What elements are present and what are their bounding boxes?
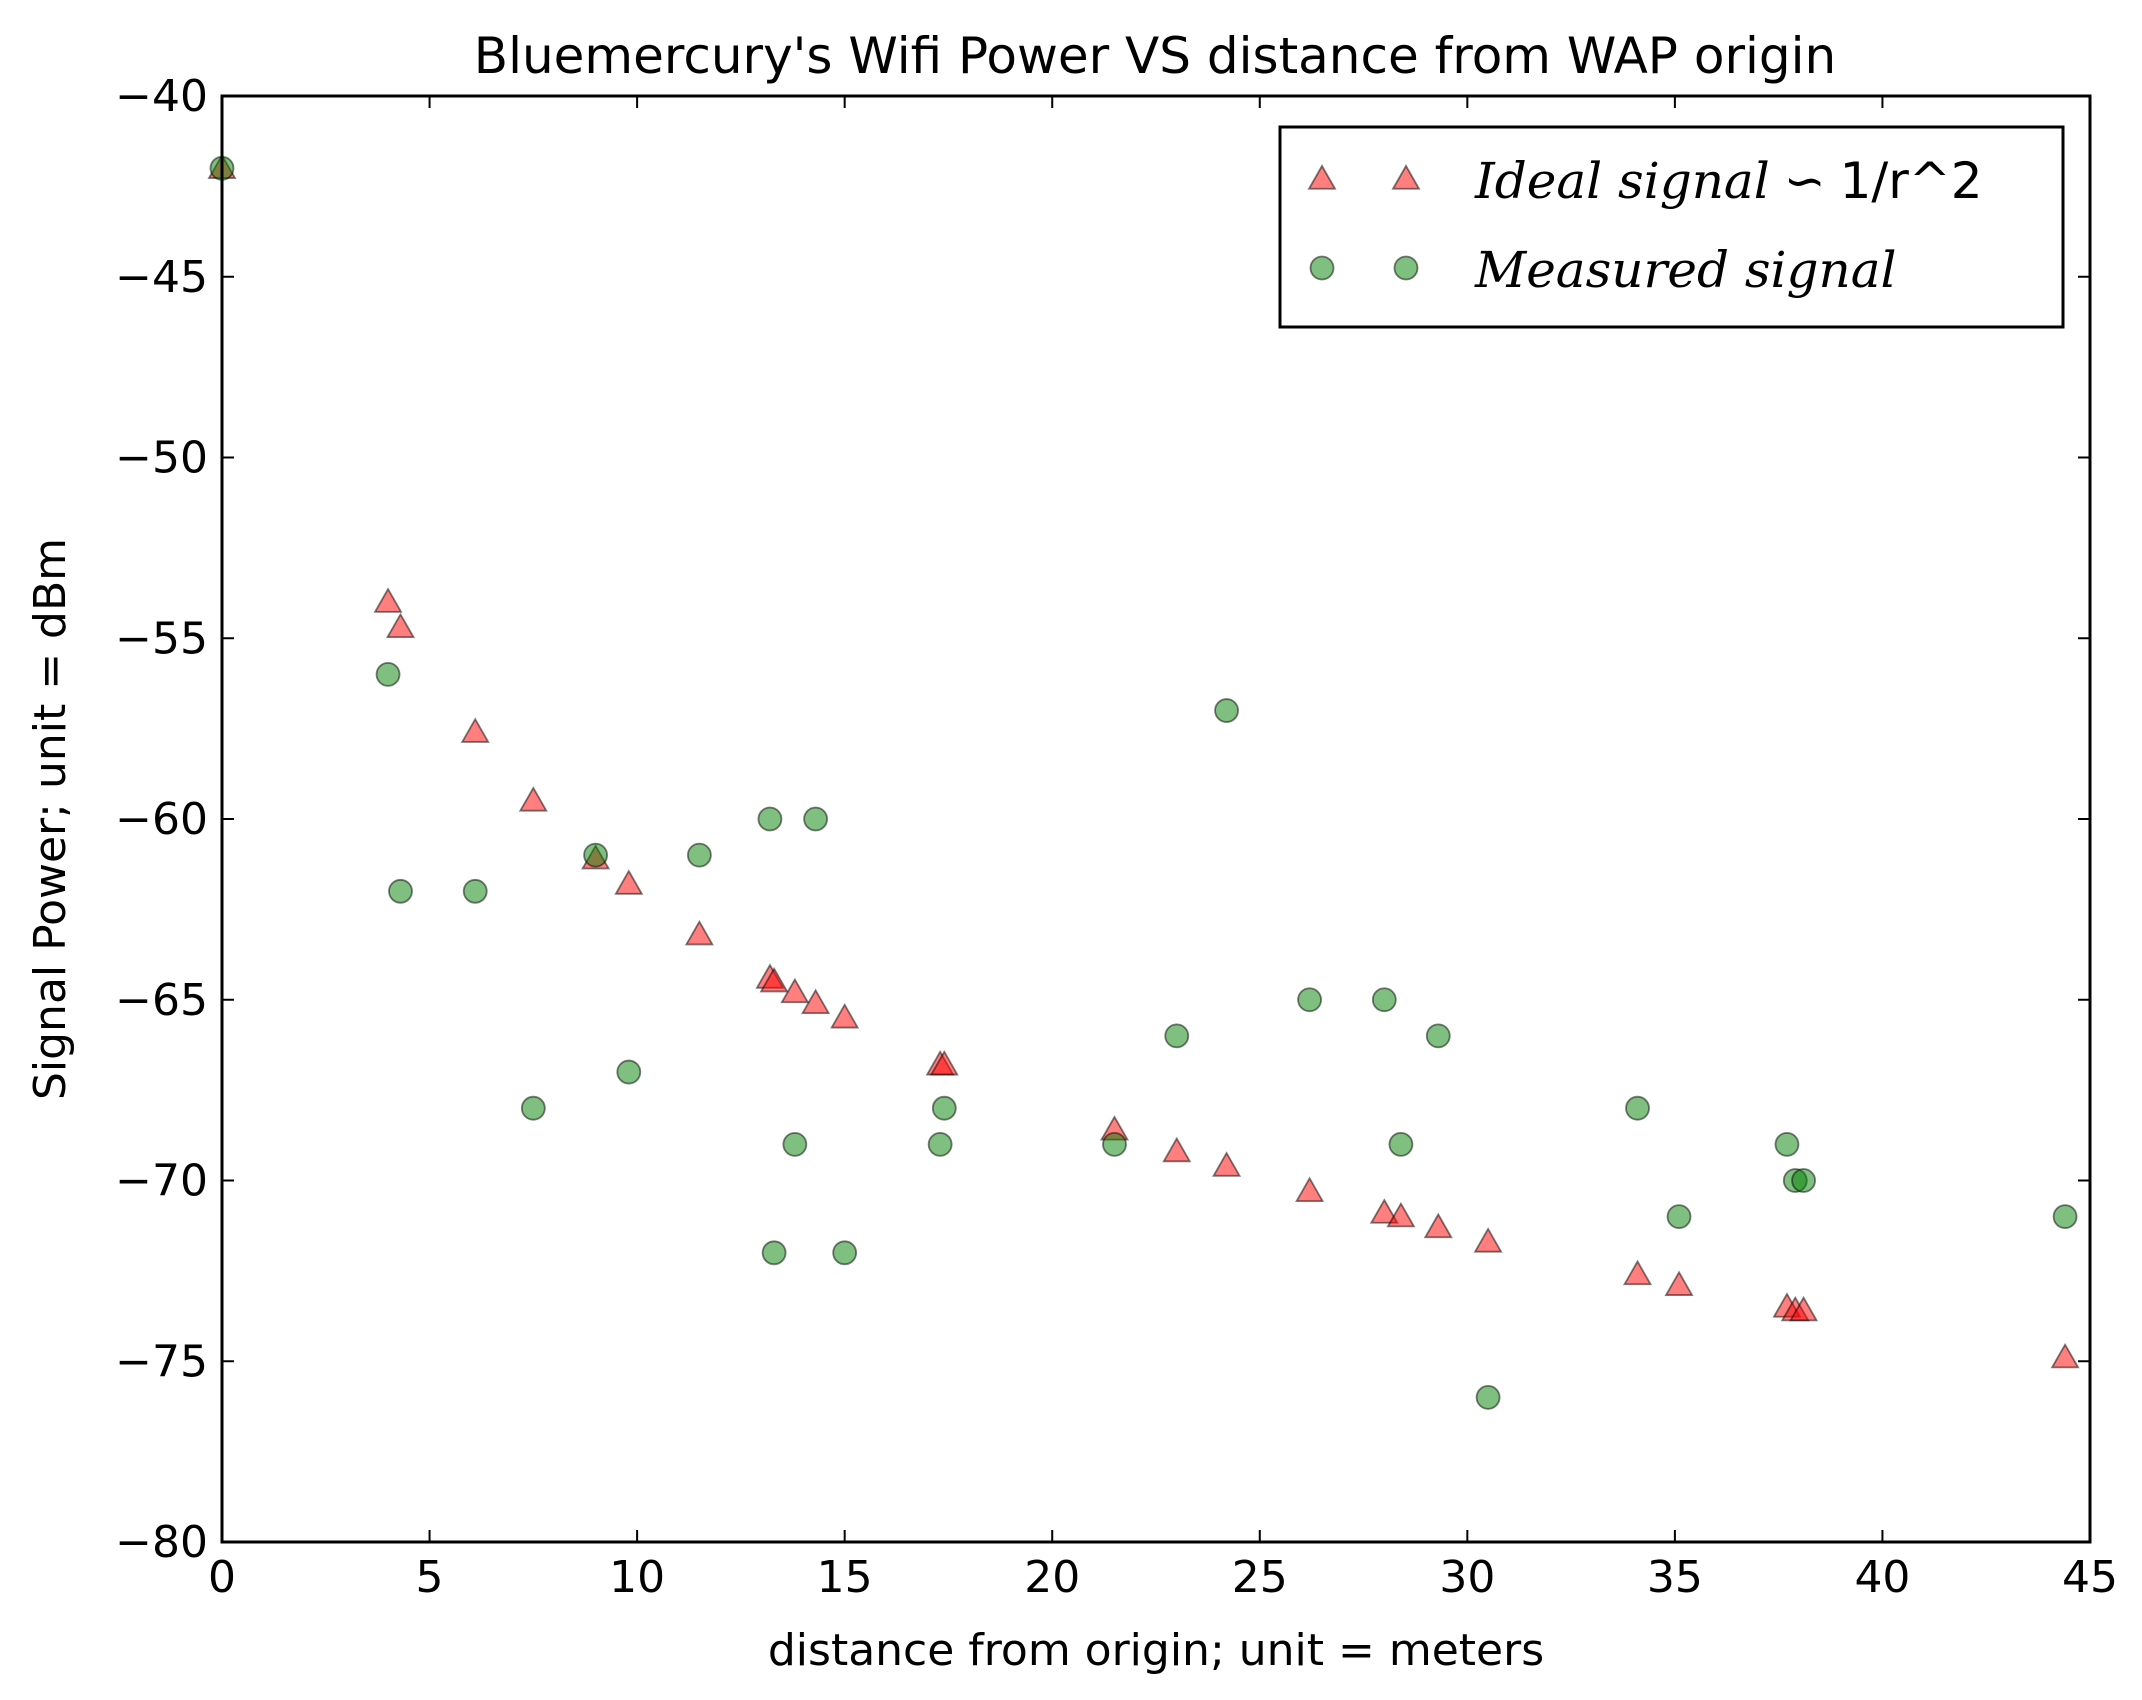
x-tick-label: 10 (609, 1552, 665, 1603)
measured-signal-point (803, 806, 829, 832)
y-tick-label: −55 (115, 613, 208, 664)
x-axis-label: distance from origin; unit = meters (768, 1625, 1544, 1676)
y-tick-label: −50 (115, 433, 208, 484)
ideal-signal-point (1423, 1212, 1453, 1239)
legend: Ideal signal ∽ 1/r^2 Measured signal (1278, 125, 2065, 329)
y-tick-label: −80 (115, 1517, 208, 1568)
ideal-signal-point (929, 1050, 959, 1076)
legend-triangle-marker (1391, 164, 1421, 190)
ideal-signal-point (614, 869, 644, 895)
ideal-signal-point (1622, 1259, 1653, 1286)
y-tick-label: −40 (115, 71, 208, 122)
measured-signal-point (520, 1095, 546, 1121)
measured-signal-point (1425, 1023, 1451, 1049)
ideal-signal-point (1212, 1151, 1242, 1177)
measured-signal-point (1791, 1168, 1816, 1193)
measured-signal-point (832, 1240, 858, 1266)
x-tick-label: 45 (2062, 1552, 2118, 1603)
measured-signal-point (2052, 1204, 2078, 1230)
x-tick-label: 25 (1232, 1552, 1288, 1603)
measured-signal-point (388, 878, 413, 904)
measured-signal-point (927, 1131, 953, 1157)
ideal-signal-point (1664, 1270, 1694, 1296)
ideal-signal-point (1473, 1227, 1503, 1253)
measured-signal-point (1774, 1131, 1800, 1157)
measured-signal-point (757, 806, 783, 832)
legend-label-ideal-formula: 1/r^2 (1840, 152, 1983, 210)
x-tick-label: 15 (817, 1552, 873, 1603)
ideal-signal-point (373, 587, 403, 613)
legend-label-ideal-symbol: ∽ (1784, 152, 1826, 210)
ideal-signal-point (830, 1003, 860, 1029)
measured-signal-point (686, 842, 712, 868)
measured-signal-point (462, 878, 488, 904)
y-tick-label: −70 (115, 1156, 208, 1207)
measured-signal-point (931, 1095, 957, 1121)
measured-signal-point (1388, 1131, 1414, 1157)
legend-label-ideal-italic: Ideal signal (1474, 152, 1770, 210)
measured-signal-point (761, 1240, 787, 1266)
ideal-signal-point (684, 919, 714, 946)
legend-circle-marker (1309, 255, 1335, 281)
data-markers (207, 153, 2080, 1410)
ideal-signal-point (1789, 1295, 1819, 1322)
measured-signal-point (1297, 987, 1322, 1013)
x-tick-label: 30 (1439, 1552, 1495, 1603)
measured-signal-point (616, 1059, 642, 1085)
x-tick-label: 35 (1647, 1552, 1703, 1603)
ideal-signal-point (759, 966, 789, 993)
measured-signal-point (1371, 987, 1397, 1013)
tick-labels: 0 5 10 15 20 25 30 35 40 45 −40 −45 −50 −55 −60 −65 −70 −… (115, 71, 2118, 1603)
x-tick-label: 40 (1854, 1552, 1910, 1603)
measured-signal-point (1666, 1204, 1692, 1230)
ideal-signal-point (1369, 1198, 1399, 1224)
ideal-signal-point (1295, 1176, 1325, 1202)
chart-title: Bluemercury's Wifi Power VS distance fro… (474, 27, 1836, 85)
ideal-signal-point (2050, 1342, 2080, 1369)
measured-signal-point (1625, 1095, 1650, 1121)
legend-triangle-marker (1307, 164, 1337, 190)
ideal-signal-point (1162, 1136, 1192, 1163)
measured-signal-point (1164, 1023, 1190, 1049)
x-tick-label: 0 (208, 1552, 236, 1603)
x-tick-label: 5 (416, 1552, 444, 1603)
ideal-signal-point (780, 977, 810, 1004)
legend-circle-marker (1393, 255, 1419, 281)
measured-signal-point (583, 842, 608, 868)
measured-signal-point (1214, 698, 1239, 723)
ideal-signal-point (460, 717, 490, 743)
y-tick-label: −75 (115, 1336, 208, 1387)
measured-signal-point (1475, 1385, 1501, 1410)
plot-frame (220, 94, 2092, 1544)
legend-label-measured: Measured signal (1474, 241, 1897, 299)
ideal-signal-point (1386, 1201, 1416, 1228)
ideal-signal-point (385, 612, 416, 639)
legend-markers (1307, 164, 1421, 281)
y-tick-label: −65 (115, 975, 208, 1026)
measured-signal-point (375, 662, 401, 687)
legend-frame (1278, 125, 2065, 329)
x-tick-label: 20 (1024, 1552, 1080, 1603)
legend-label-ideal: Ideal signal ∽ 1/r^2 (1474, 152, 1983, 210)
ideal-signal-point (801, 988, 831, 1015)
y-tick-label: −45 (115, 252, 208, 303)
ideal-signal-point (518, 786, 548, 812)
measured-signal-point (1102, 1131, 1127, 1157)
y-tick-label: −60 (115, 794, 208, 845)
y-axis-label: Signal Power; unit = dBm (25, 538, 76, 1100)
measured-signal-point (782, 1131, 808, 1157)
